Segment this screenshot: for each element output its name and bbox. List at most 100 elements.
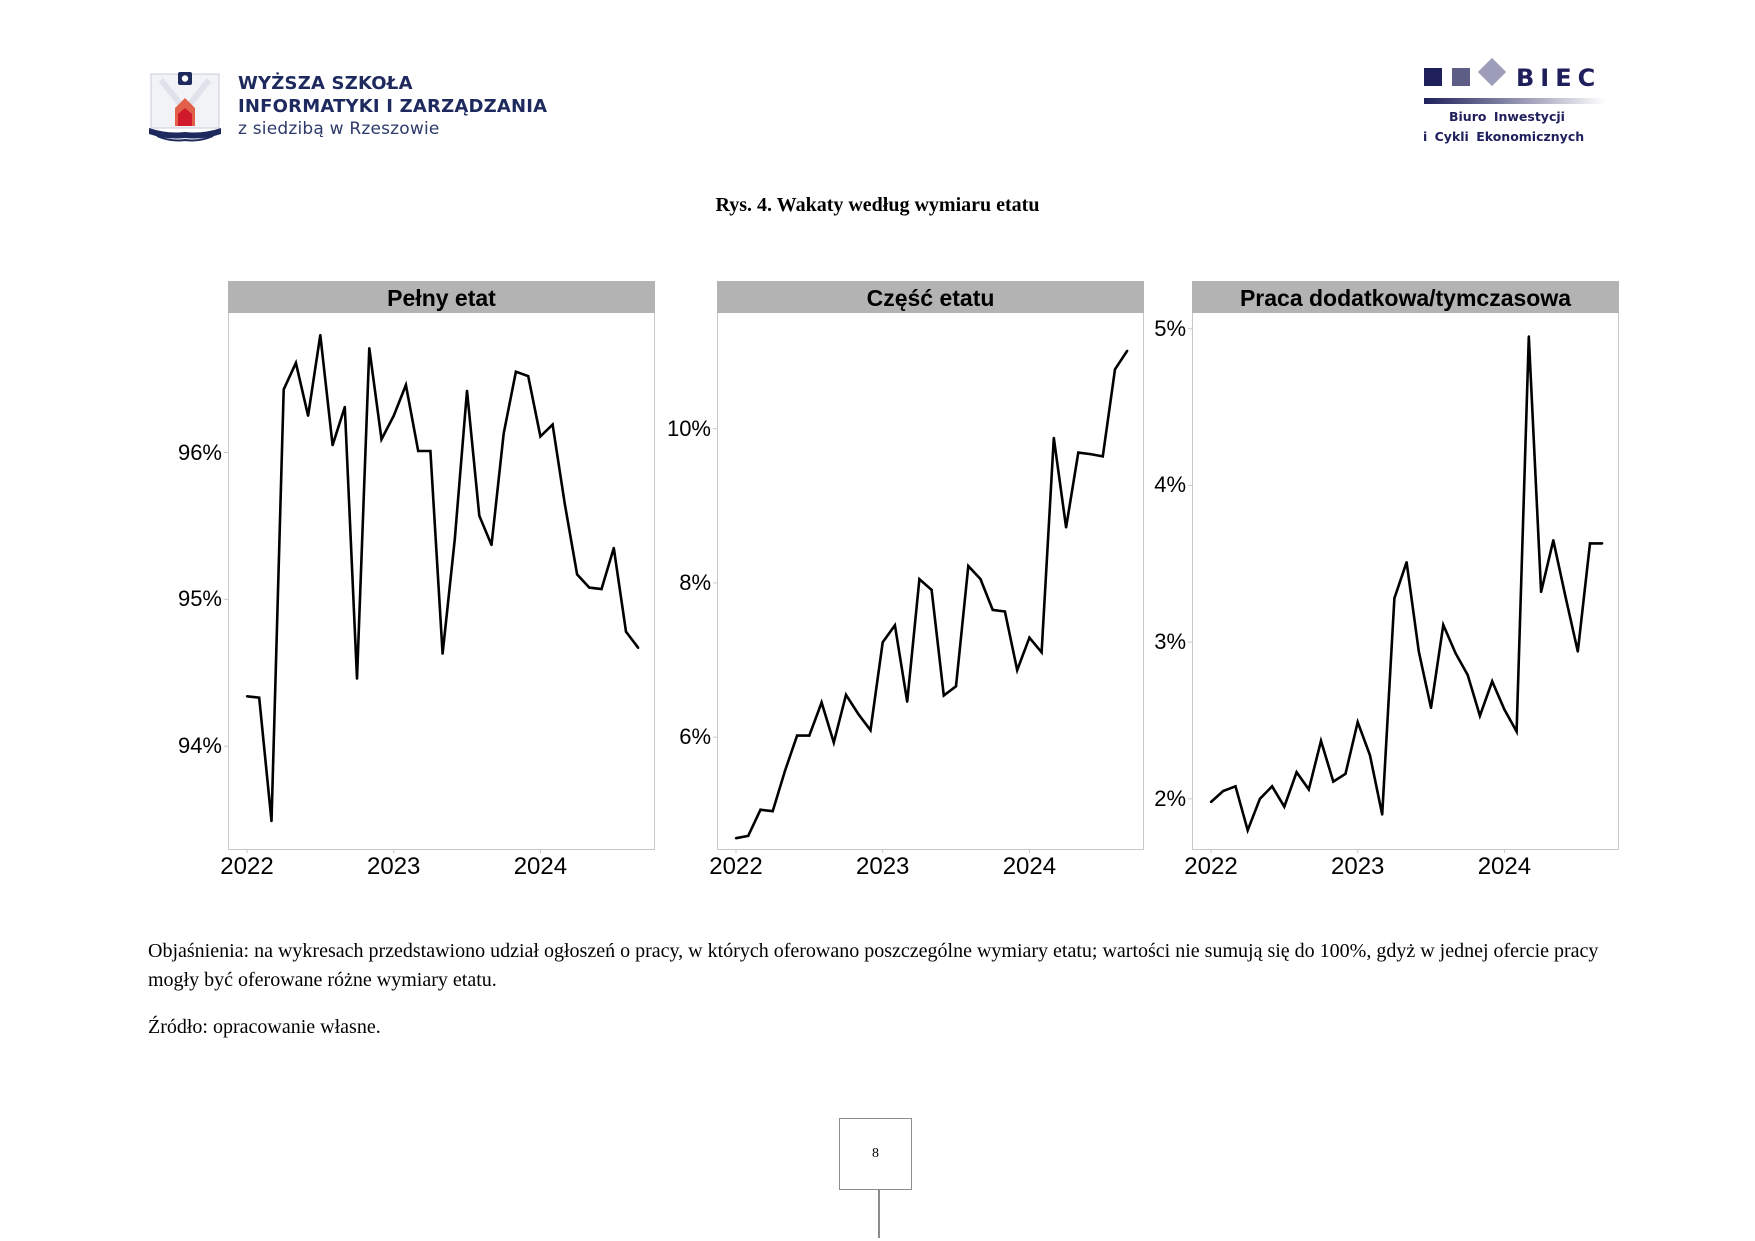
data-point — [1089, 452, 1092, 456]
data-point — [869, 729, 872, 732]
data-point — [282, 388, 285, 391]
data-point — [270, 819, 273, 823]
data-point — [1429, 706, 1433, 710]
data-point — [1332, 780, 1335, 783]
data-point — [1405, 560, 1408, 564]
data-point — [1209, 800, 1213, 804]
biec-square-dark-icon — [1424, 68, 1442, 86]
data-point — [1466, 673, 1469, 677]
data-point — [1003, 610, 1007, 613]
data-point — [1515, 730, 1518, 733]
biec-diamond-icon — [1477, 57, 1507, 87]
wsiz-name-line-1: WYŻSZA SZKOŁA — [238, 73, 413, 94]
university-emblem-icon — [147, 70, 223, 144]
data-point — [893, 624, 897, 627]
y-tick-label: 96% — [177, 439, 222, 465]
x-tick-label: 2022 — [220, 853, 274, 880]
y-tick-label: 4% — [1154, 472, 1186, 498]
biec-gradient-bar — [1424, 98, 1606, 104]
data-point — [294, 361, 298, 365]
data-point — [1527, 335, 1531, 338]
data-point — [1588, 542, 1592, 545]
y-tick-label: 2% — [1154, 785, 1186, 811]
data-point — [783, 769, 787, 773]
data-point — [368, 347, 371, 350]
data-point — [1101, 455, 1104, 458]
data-point — [1307, 788, 1310, 791]
data-point — [991, 608, 994, 612]
data-point — [1454, 651, 1457, 655]
data-point — [1270, 785, 1274, 788]
data-point — [539, 435, 542, 438]
wsiz-name-line-2: INFORMATYKI I ZARZĄDZANIA — [238, 96, 548, 117]
data-point — [319, 333, 322, 337]
data-point — [1028, 636, 1031, 639]
data-point — [588, 586, 591, 589]
chart-panel-temporary: Praca dodatkowa/tymczasowa 2% 3% 4% 5% 2022 20… — [1154, 281, 1619, 880]
data-point — [820, 701, 823, 704]
data-point — [600, 587, 603, 591]
data-point — [258, 696, 261, 699]
biec-subtitle-line-2: i Cykli Ekonomicznych — [1423, 129, 1585, 144]
data-point — [1417, 650, 1421, 653]
y-tick-label: 8% — [679, 569, 711, 595]
data-point — [526, 374, 530, 378]
x-tick-label: 2023 — [855, 853, 910, 880]
data-point — [404, 383, 408, 387]
data-point — [1234, 785, 1237, 788]
data-point — [1552, 539, 1555, 542]
page-number-line — [878, 1190, 880, 1238]
data-point — [1246, 828, 1249, 832]
data-point — [881, 641, 884, 644]
data-point — [331, 443, 334, 447]
chart-panel-full-time: Pełny etat 94% 95% 96% 2022 2023 2024 — [178, 281, 655, 880]
y-tick-label: 3% — [1154, 629, 1186, 655]
data-point — [808, 734, 811, 737]
y-tick-label: 94% — [177, 733, 222, 759]
data-point — [1539, 590, 1543, 594]
data-point — [1283, 805, 1286, 808]
data-point — [967, 564, 970, 568]
data-point — [1319, 739, 1323, 743]
data-point — [844, 693, 848, 696]
data-point — [771, 810, 774, 813]
data-point — [478, 514, 481, 517]
data-point — [637, 646, 640, 650]
data-point — [1478, 714, 1482, 717]
data-point — [795, 734, 799, 737]
data-point — [1015, 668, 1019, 672]
data-point — [380, 438, 383, 441]
series-line — [1210, 336, 1603, 835]
data-point — [1442, 623, 1445, 627]
data-point — [1503, 708, 1506, 711]
line-chart — [1188, 328, 1604, 853]
data-point — [343, 405, 346, 409]
data-point — [1113, 368, 1117, 371]
caption-explanation: Objaśnienia: na wykresach przedstawiono … — [148, 940, 1599, 991]
data-point — [502, 432, 505, 435]
y-tick-label: 10% — [666, 415, 711, 441]
data-point — [1368, 753, 1372, 757]
data-point — [1393, 597, 1396, 600]
data-point — [563, 502, 567, 506]
data-point — [1601, 542, 1604, 545]
caption-source: Źródło: opracowanie własne. — [148, 1016, 381, 1038]
data-point — [979, 577, 982, 581]
y-tick-label: 5% — [1154, 315, 1186, 341]
data-point — [1064, 526, 1068, 529]
data-point — [1077, 451, 1080, 454]
panel-title: Pełny etat — [228, 281, 655, 313]
data-point — [905, 700, 909, 703]
data-point — [734, 837, 738, 840]
data-point — [575, 573, 579, 576]
data-point — [1222, 789, 1225, 793]
data-point — [624, 630, 628, 633]
data-point — [1344, 772, 1347, 775]
x-tick-label: 2023 — [366, 853, 421, 880]
data-point — [1490, 680, 1494, 683]
wsiz-logo: WYŻSZA SZKOŁA INFORMATYKI I ZARZĄDZANIA … — [145, 66, 548, 146]
data-point — [551, 423, 554, 426]
x-tick-label: 2022 — [1184, 853, 1238, 880]
data-point — [857, 712, 860, 716]
data-point — [514, 370, 518, 373]
